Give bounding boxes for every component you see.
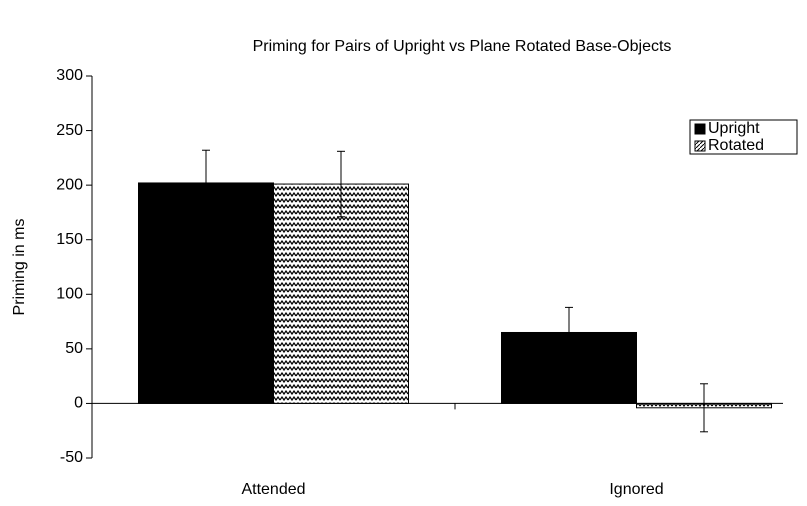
y-axis-label: Priming in ms xyxy=(11,219,28,316)
legend-swatch xyxy=(694,123,706,135)
y-tick-label: 200 xyxy=(56,176,83,193)
y-tick-label: -50 xyxy=(60,449,83,466)
y-tick-label: 50 xyxy=(65,340,83,357)
y-tick-label: 100 xyxy=(56,286,83,303)
legend-box xyxy=(689,119,798,155)
x-tick-label: Attended xyxy=(241,481,305,498)
y-tick-label: 0 xyxy=(74,395,83,412)
legend-label: Rotated xyxy=(708,137,764,154)
y-tick-label: 250 xyxy=(56,122,83,139)
y-tick-label: 150 xyxy=(56,231,83,248)
y-tick-label: 300 xyxy=(56,67,83,84)
x-tick-label: Ignored xyxy=(609,481,663,498)
legend-label: Upright xyxy=(708,120,760,137)
bar xyxy=(273,183,409,404)
chart-title: Priming for Pairs of Upright vs Plane Ro… xyxy=(253,38,672,55)
legend-swatch xyxy=(694,140,706,152)
